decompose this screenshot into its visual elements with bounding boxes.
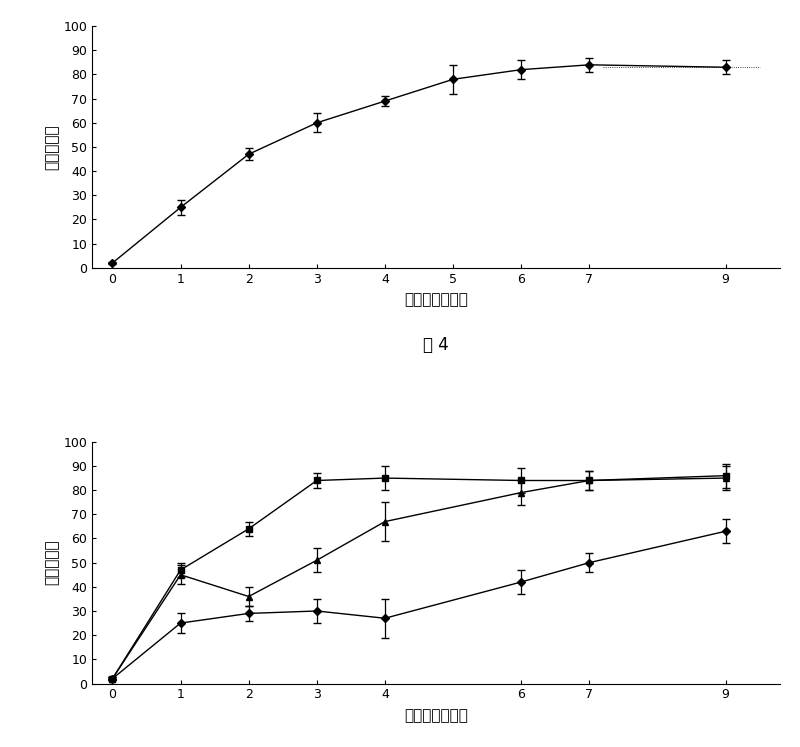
Y-axis label: 累积释放量: 累积释放量 — [44, 540, 59, 586]
X-axis label: 释放时间（天）: 释放时间（天） — [404, 293, 468, 308]
Text: 图 4: 图 4 — [423, 336, 449, 354]
X-axis label: 释放时间（天）: 释放时间（天） — [404, 708, 468, 723]
Y-axis label: 累积释放量: 累积释放量 — [44, 124, 59, 170]
